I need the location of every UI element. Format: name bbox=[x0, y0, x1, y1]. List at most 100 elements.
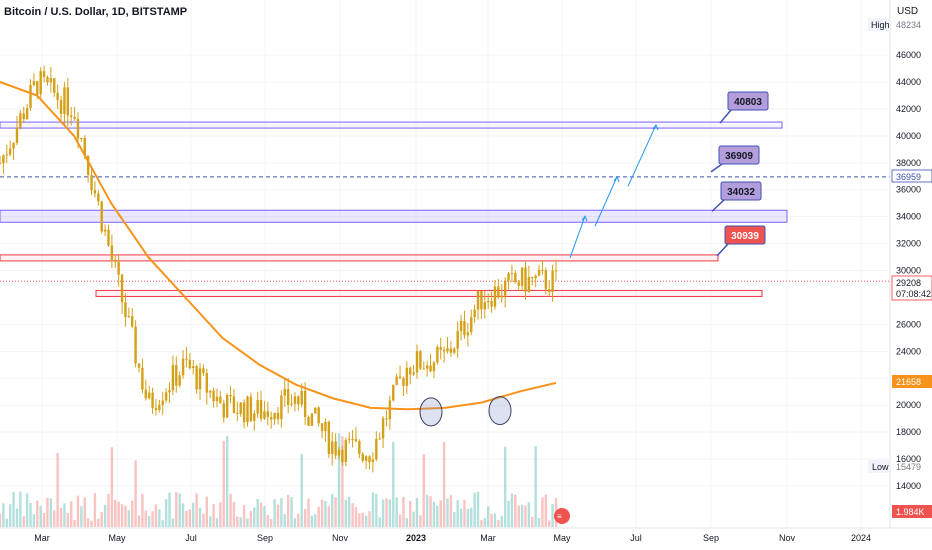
highlight-circle bbox=[419, 397, 443, 427]
candle-body bbox=[127, 316, 131, 318]
resistance-zones bbox=[0, 121, 890, 297]
zone-label-box bbox=[727, 91, 769, 111]
volume-bars bbox=[0, 433, 558, 527]
candle-body bbox=[493, 286, 497, 307]
volume-bar bbox=[537, 517, 541, 527]
candle-body bbox=[303, 390, 307, 418]
volume-bar bbox=[405, 518, 409, 527]
volume-bar bbox=[63, 503, 66, 527]
arrow-head bbox=[652, 124, 659, 131]
candle-body bbox=[375, 438, 378, 460]
last-price-badge bbox=[891, 275, 932, 301]
candle-body bbox=[392, 384, 395, 401]
volume-bar bbox=[510, 493, 514, 527]
volume-bar bbox=[314, 514, 317, 527]
volume-bar bbox=[208, 516, 212, 527]
candle-body bbox=[470, 317, 473, 333]
volume-bar bbox=[327, 505, 331, 527]
volume-bar bbox=[297, 513, 300, 527]
candle-body bbox=[178, 375, 181, 386]
volume-bar bbox=[222, 440, 225, 527]
price-ticks: 46000 44000 42000 40000 38000 36000 34000 32000… bbox=[896, 50, 921, 491]
candle-body bbox=[317, 407, 320, 424]
candle-body bbox=[534, 275, 537, 279]
candle-body bbox=[510, 272, 514, 274]
volume-bar bbox=[32, 514, 36, 527]
volume-bar bbox=[375, 493, 378, 527]
volume-bar bbox=[0, 513, 2, 527]
zone-rect bbox=[0, 209, 788, 223]
volume-bar bbox=[12, 491, 15, 527]
volume-bar bbox=[436, 505, 439, 527]
symbol-title: Bitcoin / U.S. Dollar, 1D, BITSTAMP bbox=[4, 6, 188, 18]
dashed-level-badge bbox=[891, 169, 932, 183]
volume-bar bbox=[39, 506, 42, 527]
candle-body bbox=[334, 441, 337, 456]
candle-body bbox=[531, 277, 534, 279]
volume-bar bbox=[500, 515, 503, 527]
zone-label-text: 40803 bbox=[734, 97, 762, 108]
volume-bar bbox=[46, 498, 49, 527]
candle-body bbox=[249, 396, 253, 421]
volume-bar bbox=[503, 446, 507, 527]
price-tick-label: 38000 bbox=[896, 158, 921, 168]
candle-body bbox=[276, 412, 280, 420]
volume-bar bbox=[486, 506, 490, 527]
volume-bar bbox=[524, 505, 527, 527]
label-pointer bbox=[719, 109, 732, 124]
volume-bar bbox=[134, 460, 137, 527]
candle-body bbox=[320, 423, 324, 432]
price-tick-label: 30000 bbox=[896, 266, 921, 276]
flag-icon[interactable] bbox=[554, 508, 570, 524]
volume-bar bbox=[544, 494, 548, 527]
candle-body bbox=[310, 413, 314, 426]
zone-rect bbox=[0, 254, 719, 262]
volume-bar bbox=[2, 503, 5, 527]
volume-bar bbox=[317, 506, 320, 527]
candle-body bbox=[114, 259, 117, 262]
volume-bar bbox=[236, 516, 239, 527]
candle-body bbox=[436, 346, 439, 363]
candle-body bbox=[456, 330, 459, 349]
candle-body bbox=[185, 358, 188, 360]
countdown: 07:08:42 bbox=[896, 289, 931, 299]
candle-body bbox=[286, 388, 290, 405]
flag-icon-glyph: ≡ bbox=[557, 512, 562, 521]
low-badge bbox=[868, 460, 890, 473]
candle-body bbox=[378, 438, 381, 440]
volume-bar bbox=[219, 502, 222, 527]
time-axis-label: Sep bbox=[703, 533, 719, 543]
candle-body bbox=[219, 396, 222, 404]
high-badge bbox=[868, 18, 890, 31]
volume-bar bbox=[310, 515, 314, 527]
candle-body bbox=[497, 286, 500, 298]
candle-body bbox=[371, 459, 375, 463]
low-label: Low bbox=[872, 462, 889, 472]
volume-bar bbox=[392, 441, 395, 527]
last-price: 29208 bbox=[896, 278, 921, 288]
candle-body bbox=[69, 115, 73, 118]
candle-body bbox=[25, 108, 29, 120]
candle-body bbox=[412, 372, 415, 375]
volume-bar bbox=[307, 498, 310, 527]
ma-badge bbox=[892, 375, 932, 388]
volume-bar bbox=[5, 518, 8, 527]
candle-body bbox=[503, 280, 507, 296]
candle-body bbox=[97, 193, 100, 202]
candle-body bbox=[80, 138, 83, 140]
volume-bar bbox=[273, 499, 276, 527]
zone-labels: 40803 36909 34032 30939 bbox=[710, 91, 769, 257]
candle-body bbox=[314, 407, 317, 414]
candle-body bbox=[442, 349, 446, 352]
candle-body bbox=[524, 267, 527, 292]
candle-body bbox=[100, 201, 103, 232]
volume-bar bbox=[253, 507, 256, 527]
high-value: 48234 bbox=[896, 20, 921, 30]
candle-body bbox=[120, 274, 124, 303]
volume-bar bbox=[473, 492, 476, 527]
candle-body bbox=[202, 368, 205, 374]
candle-body bbox=[151, 392, 154, 408]
volume-bar bbox=[412, 511, 415, 527]
dashed-level-value: 36959 bbox=[896, 172, 921, 182]
